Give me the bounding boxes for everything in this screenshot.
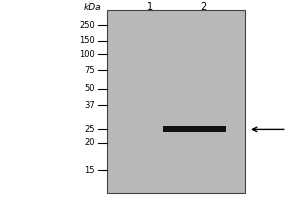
Text: kDa: kDa <box>83 3 101 12</box>
Text: 50: 50 <box>85 84 95 93</box>
Text: 100: 100 <box>79 50 95 59</box>
Text: 150: 150 <box>79 36 95 45</box>
Text: 20: 20 <box>85 138 95 147</box>
Text: 1: 1 <box>147 2 153 12</box>
Bar <box>164 126 226 132</box>
Text: 75: 75 <box>84 66 95 75</box>
Text: 15: 15 <box>85 166 95 175</box>
FancyBboxPatch shape <box>107 10 245 193</box>
Text: 250: 250 <box>79 21 95 30</box>
Text: 2: 2 <box>200 2 207 12</box>
Text: 37: 37 <box>84 101 95 110</box>
Text: 25: 25 <box>85 125 95 134</box>
